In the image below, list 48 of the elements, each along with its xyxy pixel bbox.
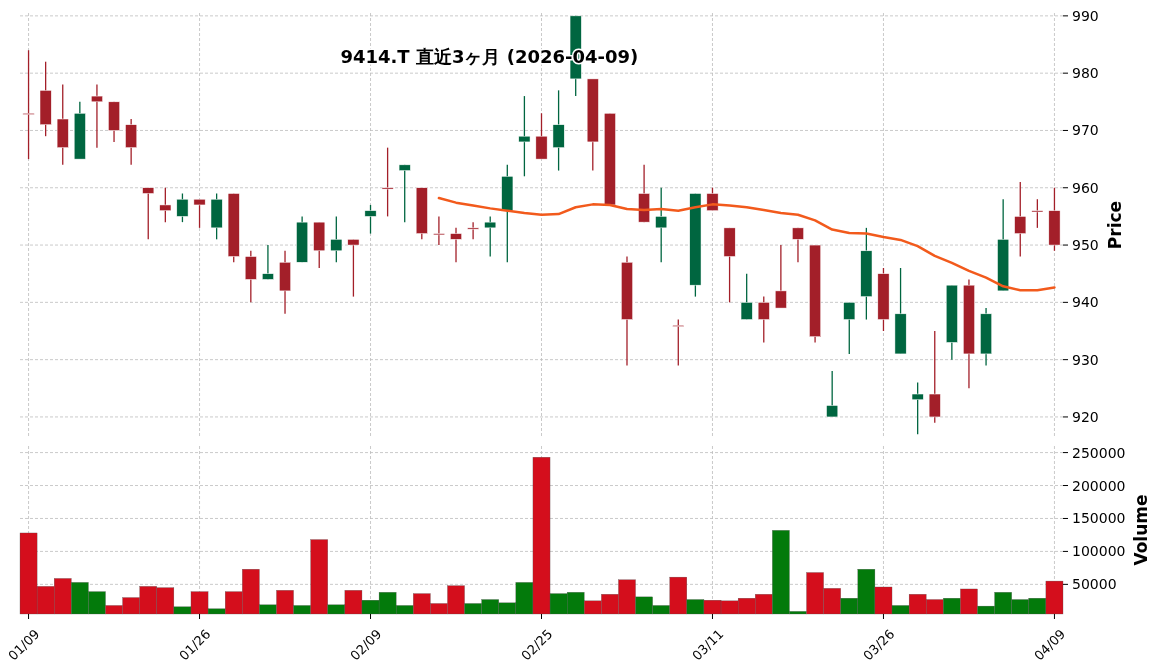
candlestick [740, 273, 753, 321]
y-tick-label: 100000 [1072, 543, 1126, 560]
candlestick [176, 192, 189, 223]
y-axis-title: Volume [1131, 494, 1152, 566]
candlestick [330, 215, 343, 263]
y-tick-label: 960 [1072, 179, 1099, 196]
candlestick [672, 318, 685, 367]
candlestick [518, 95, 531, 177]
candlestick [826, 370, 839, 418]
y-tick-label: 980 [1072, 65, 1099, 82]
candlestick [552, 89, 565, 172]
candlestick [125, 118, 138, 166]
candlestick [484, 215, 497, 258]
candlestick [262, 244, 274, 281]
candlestick [655, 187, 668, 263]
y-tick-label: 200000 [1072, 477, 1126, 494]
candlestick [22, 49, 35, 160]
y-axis-title: Price [1105, 200, 1126, 250]
y-tick-label: 920 [1072, 408, 1099, 425]
candlestick [467, 221, 479, 240]
y-tick-label: 150000 [1072, 510, 1126, 527]
candlestick [1014, 181, 1027, 258]
candlestick [142, 187, 155, 240]
candlestick [843, 301, 856, 355]
candlestick [757, 295, 770, 344]
y-tick-label: 930 [1072, 351, 1099, 368]
candlestick [398, 164, 411, 223]
y-tick-label: 250000 [1072, 444, 1126, 461]
candlestick [535, 112, 548, 160]
candlestick [159, 187, 172, 223]
y-tick-label: 940 [1072, 294, 1099, 311]
candlestick [193, 198, 206, 229]
candlestick [792, 227, 804, 263]
candlestick [450, 227, 462, 263]
candlestick [911, 381, 924, 435]
y-tick-label: 950 [1072, 237, 1099, 254]
candlestick [928, 330, 941, 424]
candlestick [433, 215, 445, 246]
candlestick [774, 244, 787, 309]
candlestick [91, 83, 103, 149]
candlestick [1031, 198, 1044, 229]
candlestick [364, 204, 377, 235]
candlestick [347, 238, 360, 298]
candlestick [381, 147, 394, 218]
candlestick [244, 250, 257, 303]
y-tick-label: 990 [1072, 7, 1099, 24]
y-tick-label: 970 [1072, 122, 1099, 139]
y-tick-label: 50000 [1072, 576, 1117, 593]
